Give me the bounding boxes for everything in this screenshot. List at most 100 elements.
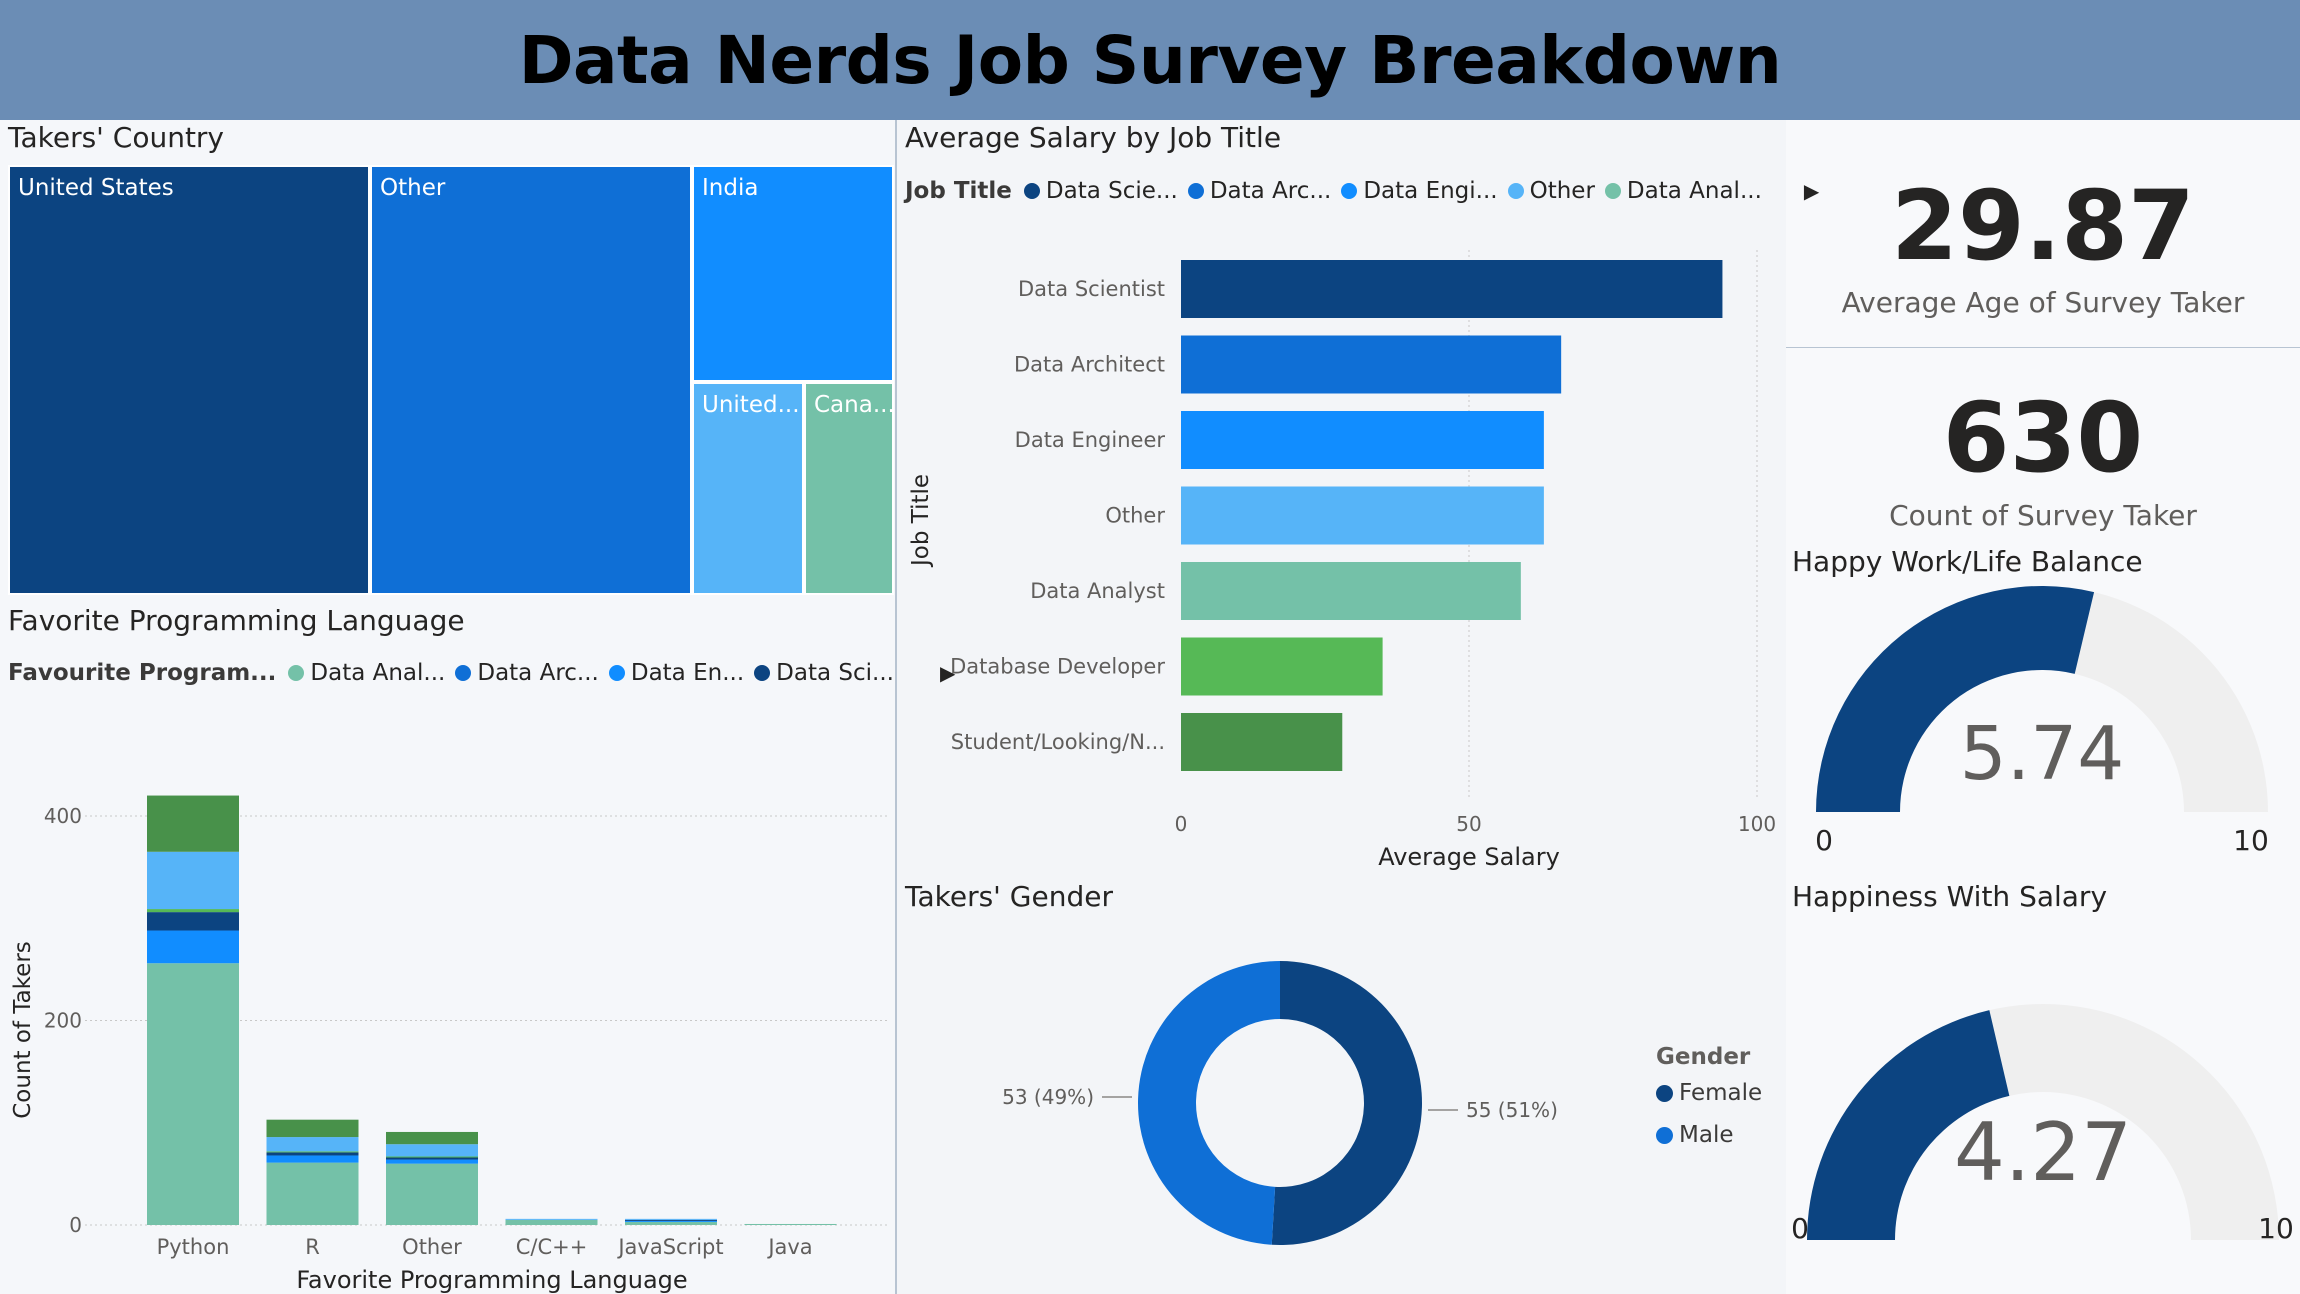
language-bar-segment[interactable] <box>386 1156 478 1158</box>
dashboard-header: Data Nerds Job Survey Breakdown <box>0 0 2300 120</box>
gender-donut-slice[interactable] <box>1138 961 1280 1245</box>
legend-dot-icon <box>1507 183 1524 199</box>
language-x-tick-label: Java <box>766 1235 812 1259</box>
language-legend-item[interactable]: Data Sci... <box>754 660 894 686</box>
language-bar-segment[interactable] <box>625 1221 717 1225</box>
language-legend-item[interactable]: Data Anal... <box>288 660 445 686</box>
treemap-tile-india[interactable]: India <box>692 165 894 382</box>
country-treemap[interactable]: United States Other India United... Cana… <box>8 165 894 595</box>
language-legend-item[interactable]: Data En... <box>608 660 745 686</box>
salary-category-label: Data Analyst <box>1030 579 1165 603</box>
legend-label: Data Arc... <box>477 660 599 686</box>
treemap-tile-other[interactable]: Other <box>370 165 692 595</box>
legend-next-arrow-icon[interactable]: ▶ <box>939 661 956 685</box>
gender-legend-title: Gender <box>1656 1044 1751 1070</box>
salary-category-label: Other <box>1105 504 1165 528</box>
treemap-tile-label: Other <box>380 175 446 201</box>
language-x-axis-label: Favorite Programming Language <box>296 1266 687 1294</box>
legend-dot-icon <box>1656 1126 1673 1144</box>
language-bar-segment[interactable] <box>386 1131 478 1145</box>
salary-legend: Job Title Data Scie... Data Arc... Data … <box>905 178 1819 204</box>
language-bar-segment[interactable] <box>625 1218 717 1220</box>
salary-bar[interactable] <box>1181 713 1343 771</box>
language-bar-segment[interactable] <box>147 851 239 910</box>
language-bar-segment[interactable] <box>386 1144 478 1157</box>
salary-legend-item[interactable]: Data Anal... <box>1604 178 1762 204</box>
language-bar-segment[interactable] <box>147 912 239 931</box>
salary-x-tick-label: 50 <box>1456 812 1481 836</box>
treemap-tile-united-kingdom[interactable]: United... <box>692 382 804 595</box>
salary-bar[interactable] <box>1181 562 1521 620</box>
salary-bar[interactable] <box>1181 411 1544 469</box>
salary-legend-item[interactable]: Data Arc... <box>1187 178 1331 204</box>
language-bar-segment[interactable] <box>386 1163 478 1225</box>
treemap-tile-united-states[interactable]: United States <box>8 165 370 595</box>
salary-category-label: Data Engineer <box>1015 428 1166 452</box>
language-bar-segment[interactable] <box>505 1219 598 1225</box>
dashboard-title: Data Nerds Job Survey Breakdown <box>518 21 1782 99</box>
legend-dot-icon <box>754 665 771 681</box>
salary-legend-item[interactable]: Data Scie... <box>1023 178 1178 204</box>
salary-category-label: Student/Looking/N... <box>951 730 1165 754</box>
gender-donut-slice[interactable] <box>1271 961 1423 1245</box>
gauge-value: 4.27 <box>1954 1106 2132 1199</box>
salary-bar[interactable] <box>1181 637 1383 696</box>
language-stacked-bar-chart: 0 200 400 Python R Other C/C++ JavaScript Java Fa… <box>10 795 888 1294</box>
language-bar-segment[interactable] <box>266 1152 359 1156</box>
language-bar-segment[interactable] <box>266 1137 359 1152</box>
language-bar-segment[interactable] <box>625 1219 717 1221</box>
legend-label: Data Engi... <box>1363 178 1498 204</box>
gender-legend-item-male[interactable]: Male <box>1656 1122 1762 1148</box>
language-y-tick-label: 400 <box>44 804 82 828</box>
legend-dot-icon <box>288 665 305 681</box>
legend-label: Data En... <box>630 660 745 686</box>
salary-legend-title: Job Title <box>905 178 1012 204</box>
legend-label: Female <box>1679 1080 1763 1106</box>
avg-age-value: 29.87 <box>1891 170 2195 282</box>
language-x-tick-label: R <box>305 1235 320 1259</box>
language-bar-segment[interactable] <box>266 1119 359 1138</box>
language-bar-segment[interactable] <box>505 1218 598 1220</box>
language-bar-segment[interactable] <box>625 1220 717 1222</box>
gauge-value: 5.74 <box>1960 711 2125 797</box>
language-bar-segment[interactable] <box>147 795 239 852</box>
salary-bar[interactable] <box>1181 486 1544 545</box>
language-bar-segment[interactable] <box>147 909 239 913</box>
gauge-fill[interactable] <box>1807 1010 2010 1240</box>
gender-chart-title: Takers' Gender <box>905 880 1113 913</box>
gauge-fill[interactable] <box>1816 585 2095 812</box>
gauge-max-label: 10 <box>2258 1212 2294 1245</box>
salary-legend-item[interactable]: Other <box>1507 178 1595 204</box>
gender-legend-item-female[interactable]: Female <box>1656 1080 1762 1106</box>
language-bar-segment[interactable] <box>266 1162 359 1225</box>
gauge-min-label: 0 <box>1815 824 1833 857</box>
gauge-min-label: 0 <box>1791 1212 1809 1245</box>
treemap-tile-label: India <box>702 175 759 201</box>
salary-legend-item[interactable]: Data Engi... <box>1341 178 1498 204</box>
legend-dot-icon <box>608 665 625 681</box>
salary-bar[interactable] <box>1181 260 1723 318</box>
legend-dot-icon <box>1604 183 1621 199</box>
panel-divider <box>895 120 897 1294</box>
language-x-tick-label: JavaScript <box>616 1235 723 1259</box>
salary-category-label: Database Developer <box>950 655 1165 679</box>
language-bar-segment[interactable] <box>147 930 239 964</box>
salary-chart-title: Average Salary by Job Title <box>905 121 1282 154</box>
salary-x-axis-label: Average Salary <box>1378 843 1560 871</box>
language-bar-segment[interactable] <box>744 1223 837 1225</box>
legend-dot-icon <box>1187 183 1204 199</box>
salary-bar[interactable] <box>1181 335 1562 394</box>
language-bar-segment[interactable] <box>266 1151 359 1153</box>
language-x-tick-label: Other <box>402 1235 462 1259</box>
legend-dot-icon <box>1023 183 1040 199</box>
language-bar-segment[interactable] <box>386 1157 478 1160</box>
language-legend-item[interactable]: Data Arc... <box>455 660 599 686</box>
gauge-max-label: 10 <box>2233 824 2269 857</box>
language-bar-segment[interactable] <box>386 1159 478 1164</box>
language-bar-segment[interactable] <box>147 963 239 1225</box>
treemap-tile-canada[interactable]: Cana... <box>804 382 894 595</box>
language-bar-segment[interactable] <box>266 1155 359 1163</box>
salary-y-axis-label: Job Title <box>908 474 934 568</box>
legend-label: Male <box>1679 1122 1734 1148</box>
legend-next-arrow-icon[interactable]: ▶ <box>1803 179 1820 203</box>
